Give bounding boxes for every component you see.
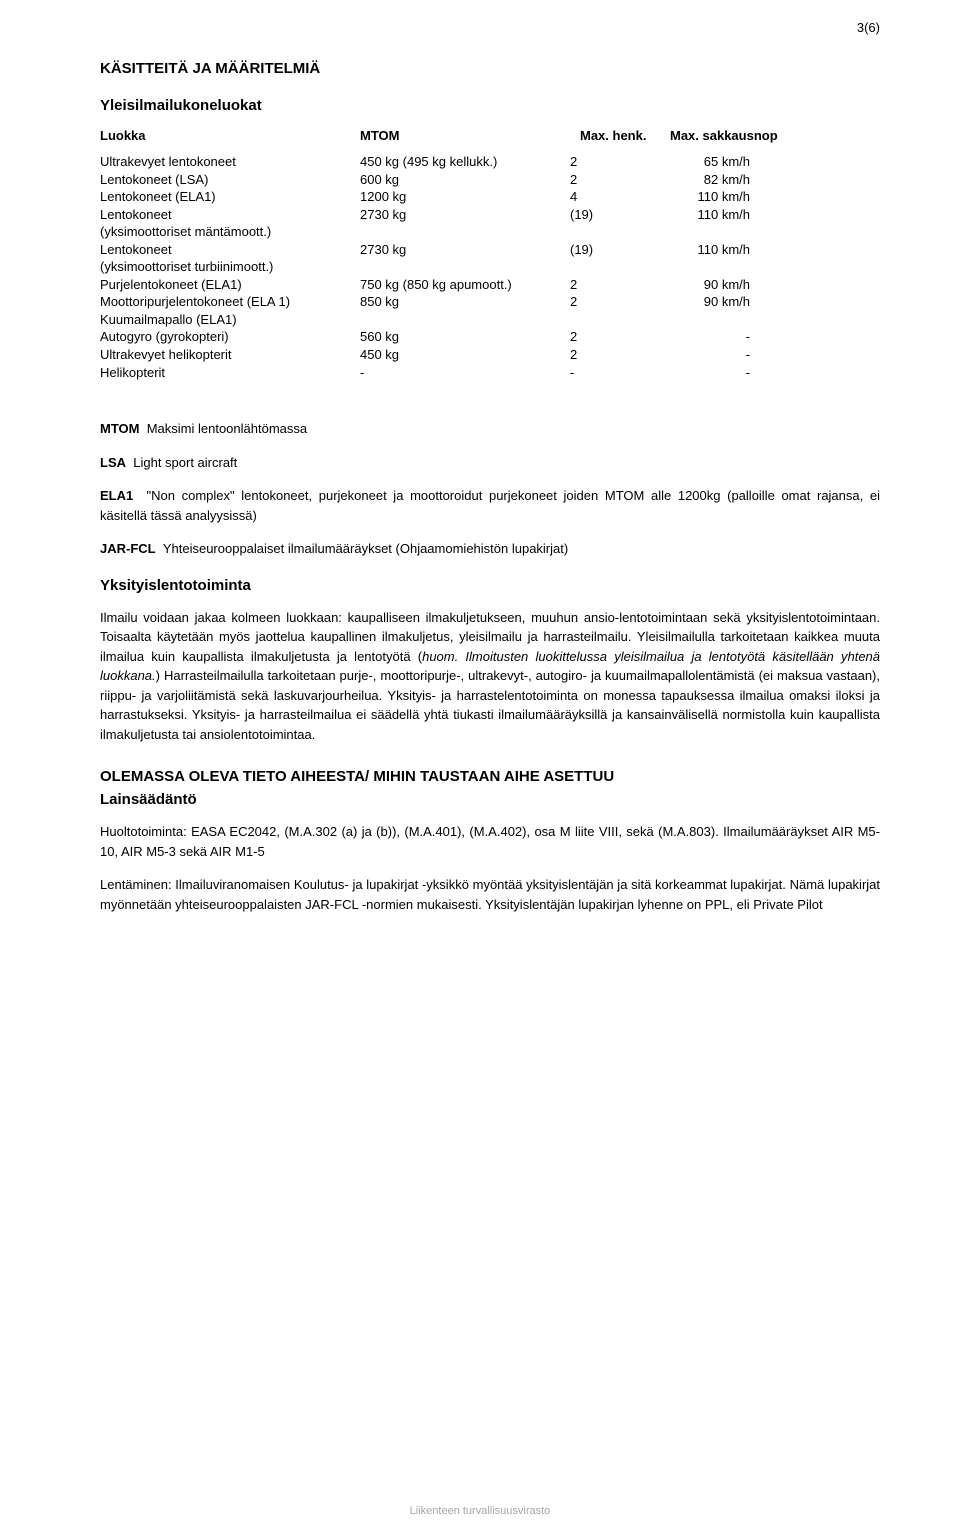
cell-henk: [570, 311, 630, 329]
cell-mtom: 750 kg (850 kg apumoott.): [360, 276, 570, 294]
col-header-luokka: Luokka: [100, 128, 360, 143]
table-row: Helikopterit - - -: [100, 364, 880, 382]
page: 3(6) KÄSITTEITÄ JA MÄÄRITELMIÄ Yleisilma…: [0, 0, 960, 1537]
definition-jarfcl: JAR-FCL Yhteiseurooppalaiset ilmailumäär…: [100, 539, 880, 559]
cell-henk: 2: [570, 276, 630, 294]
para-text-2: ) Harrasteilmailulla tarkoitetaan purje-…: [100, 668, 880, 742]
cell-name: Kuumailmapallo (ELA1): [100, 311, 360, 329]
table-row: Lentokoneet (yksimoottoriset turbiinimoo…: [100, 241, 880, 276]
def-label: MTOM: [100, 421, 139, 436]
table-row: Lentokoneet (ELA1) 1200 kg 4 110 km/h: [100, 188, 880, 206]
cell-henk: 4: [570, 188, 630, 206]
col-header-mtom: MTOM: [360, 128, 580, 143]
cell-name: Ultrakevyet helikopterit: [100, 346, 360, 364]
cell-name: Purjelentokoneet (ELA1): [100, 276, 360, 294]
table-header-row: Luokka MTOM Max. henk. Max. sakkausnop: [100, 128, 880, 143]
lainsaadanto-heading: Lainsäädäntö: [100, 791, 880, 808]
cell-nop: -: [630, 328, 750, 346]
table-row: Autogyro (gyrokopteri) 560 kg 2 -: [100, 328, 880, 346]
cell-name: Autogyro (gyrokopteri): [100, 328, 360, 346]
cell-name: Moottoripurjelentokoneet (ELA 1): [100, 293, 360, 311]
yksityis-heading: Yksityislentotoiminta: [100, 577, 880, 594]
cell-name: Helikopterit: [100, 364, 360, 382]
def-label: ELA1: [100, 488, 133, 503]
def-label: JAR-FCL: [100, 541, 156, 556]
cell-mtom: 600 kg: [360, 171, 570, 189]
cell-mtom: 450 kg (495 kg kellukk.): [360, 153, 570, 171]
cell-nop: 110 km/h: [630, 206, 750, 241]
cell-nop: -: [630, 346, 750, 364]
cell-nop: -: [630, 364, 750, 382]
cell-mtom: 1200 kg: [360, 188, 570, 206]
table-row: Moottoripurjelentokoneet (ELA 1) 850 kg …: [100, 293, 880, 311]
def-text: Maksimi lentoonlähtömassa: [147, 421, 307, 436]
cell-mtom: 560 kg: [360, 328, 570, 346]
lentaminen-paragraph: Lentäminen: Ilmailuviranomaisen Koulutus…: [100, 875, 880, 914]
definition-ela1: ELA1 "Non complex" lentokoneet, purjekon…: [100, 486, 880, 525]
cell-name: Lentokoneet (LSA): [100, 171, 360, 189]
cell-henk: 2: [570, 328, 630, 346]
table-row: Lentokoneet (LSA) 600 kg 2 82 km/h: [100, 171, 880, 189]
cell-mtom: -: [360, 364, 570, 382]
cell-henk: 2: [570, 346, 630, 364]
cell-henk: 2: [570, 171, 630, 189]
main-heading: KÄSITTEITÄ JA MÄÄRITELMIÄ: [100, 60, 880, 77]
cell-nop: 110 km/h: [630, 241, 750, 276]
cell-name: Lentokoneet (ELA1): [100, 188, 360, 206]
table-row: Lentokoneet (yksimoottoriset mäntämoott.…: [100, 206, 880, 241]
def-label: LSA: [100, 455, 126, 470]
cell-nop: [630, 311, 750, 329]
cell-name: Lentokoneet (yksimoottoriset turbiinimoo…: [100, 241, 360, 276]
table-row: Ultrakevyet helikopterit 450 kg 2 -: [100, 346, 880, 364]
definition-mtom: MTOM Maksimi lentoonlähtömassa: [100, 419, 880, 439]
definition-lsa: LSA Light sport aircraft: [100, 453, 880, 473]
aircraft-table: Ultrakevyet lentokoneet 450 kg (495 kg k…: [100, 153, 880, 381]
table-row: Purjelentokoneet (ELA1) 750 kg (850 kg a…: [100, 276, 880, 294]
cell-henk: (19): [570, 241, 630, 276]
yksityis-paragraph: Ilmailu voidaan jakaa kolmeen luokkaan: …: [100, 608, 880, 745]
cell-mtom: 450 kg: [360, 346, 570, 364]
def-text: "Non complex" lentokoneet, purjekoneet j…: [100, 488, 880, 523]
cell-nop: 90 km/h: [630, 276, 750, 294]
cell-nop: 82 km/h: [630, 171, 750, 189]
cell-henk: 2: [570, 153, 630, 171]
def-text: Light sport aircraft: [133, 455, 237, 470]
existing-title: OLEMASSA OLEVA TIETO AIHEESTA/ MIHIN TAU…: [100, 768, 880, 785]
cell-mtom: 2730 kg: [360, 241, 570, 276]
table-row: Kuumailmapallo (ELA1): [100, 311, 880, 329]
cell-nop: 110 km/h: [630, 188, 750, 206]
cell-mtom: [360, 311, 570, 329]
col-header-sakkausnop: Max. sakkausnop: [670, 128, 880, 143]
page-number: 3(6): [857, 20, 880, 35]
cell-name: Ultrakevyet lentokoneet: [100, 153, 360, 171]
cell-mtom: 2730 kg: [360, 206, 570, 241]
cell-henk: (19): [570, 206, 630, 241]
col-header-henk: Max. henk.: [580, 128, 670, 143]
def-text: Yhteiseurooppalaiset ilmailumääräykset (…: [163, 541, 568, 556]
lainsaadanto-paragraph: Huoltotoiminta: EASA EC2042, (M.A.302 (a…: [100, 822, 880, 861]
cell-name: Lentokoneet (yksimoottoriset mäntämoott.…: [100, 206, 360, 241]
sub-heading: Yleisilmailukoneluokat: [100, 97, 880, 114]
cell-nop: 90 km/h: [630, 293, 750, 311]
footer: Liikenteen turvallisuusvirasto: [0, 1505, 960, 1517]
cell-mtom: 850 kg: [360, 293, 570, 311]
cell-nop: 65 km/h: [630, 153, 750, 171]
cell-henk: 2: [570, 293, 630, 311]
cell-henk: -: [570, 364, 630, 382]
table-row: Ultrakevyet lentokoneet 450 kg (495 kg k…: [100, 153, 880, 171]
